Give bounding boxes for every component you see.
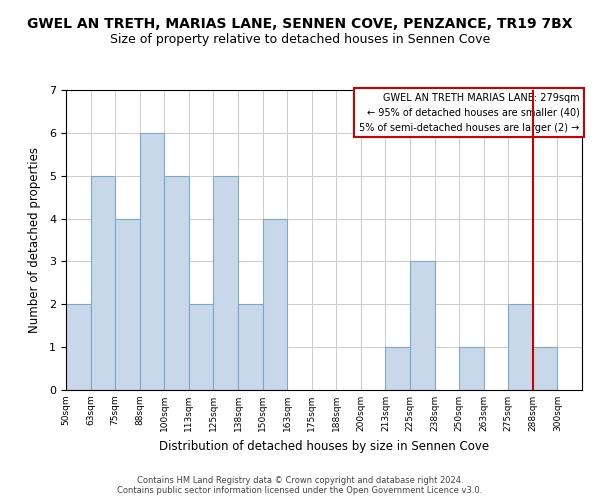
Text: GWEL AN TRETH MARIAS LANE: 279sqm
← 95% of detached houses are smaller (40)
5% o: GWEL AN TRETH MARIAS LANE: 279sqm ← 95% … [359,93,580,132]
Bar [66,304,91,390]
Bar [410,262,434,390]
Bar [214,176,238,390]
Y-axis label: Number of detached properties: Number of detached properties [28,147,41,333]
Bar [189,304,214,390]
X-axis label: Distribution of detached houses by size in Sennen Cove: Distribution of detached houses by size … [159,440,489,452]
Bar [164,176,189,390]
Bar [533,347,557,390]
Text: Contains HM Land Registry data © Crown copyright and database right 2024.
Contai: Contains HM Land Registry data © Crown c… [118,476,482,495]
Bar [459,347,484,390]
Bar [115,218,140,390]
Bar [238,304,263,390]
Text: Size of property relative to detached houses in Sennen Cove: Size of property relative to detached ho… [110,32,490,46]
Text: GWEL AN TRETH, MARIAS LANE, SENNEN COVE, PENZANCE, TR19 7BX: GWEL AN TRETH, MARIAS LANE, SENNEN COVE,… [27,18,573,32]
Bar [508,304,533,390]
Bar [91,176,115,390]
Bar [263,218,287,390]
Bar [140,133,164,390]
Bar [385,347,410,390]
